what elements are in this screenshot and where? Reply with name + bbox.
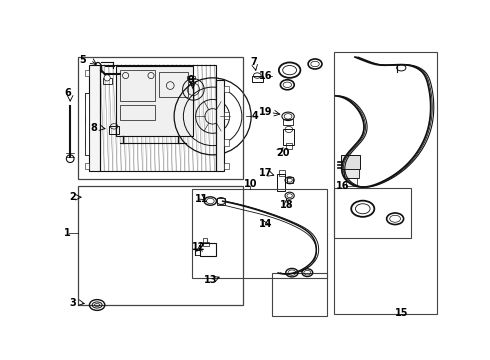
Text: 10: 10 (244, 179, 258, 189)
Text: 16: 16 (259, 71, 272, 81)
Text: 3: 3 (70, 298, 76, 308)
Text: 13: 13 (204, 275, 218, 285)
Text: 15: 15 (395, 308, 409, 318)
Bar (277, 174, 285, 191)
Text: 20: 20 (276, 148, 290, 158)
Bar (224, 163, 229, 169)
Text: 7: 7 (250, 58, 257, 67)
Bar (224, 86, 229, 92)
Text: 4: 4 (251, 111, 258, 121)
Bar (224, 112, 229, 119)
Text: 14: 14 (259, 219, 272, 229)
Text: 6: 6 (64, 88, 71, 98)
Bar (159, 72, 188, 97)
Bar (346, 178, 357, 186)
Bar (217, 198, 225, 205)
Bar (203, 238, 207, 243)
Bar (343, 169, 359, 178)
Bar (85, 163, 89, 169)
Bar (252, 76, 263, 82)
Bar (334, 188, 411, 238)
Text: 8: 8 (90, 123, 97, 133)
Text: 19: 19 (259, 108, 272, 117)
Bar (203, 242, 209, 246)
Bar (102, 78, 112, 84)
Bar (217, 80, 224, 171)
Text: 5: 5 (79, 55, 86, 65)
Bar (192, 189, 326, 278)
Text: 1: 1 (64, 228, 71, 238)
Bar (283, 119, 293, 125)
Bar (224, 139, 229, 145)
Bar (85, 70, 89, 76)
Circle shape (104, 75, 110, 81)
Bar (78, 186, 244, 305)
Bar (85, 116, 89, 122)
Text: 12: 12 (192, 242, 205, 252)
Bar (287, 177, 293, 183)
Bar (199, 243, 217, 256)
Bar (85, 93, 89, 99)
Bar (89, 65, 100, 171)
Bar (109, 126, 120, 134)
Text: 16: 16 (336, 181, 349, 191)
Text: 17: 17 (259, 167, 272, 177)
Bar (120, 105, 155, 120)
Bar (279, 170, 285, 176)
Bar (272, 273, 327, 316)
Bar (78, 57, 244, 179)
Text: 9: 9 (188, 75, 195, 85)
Bar (85, 93, 89, 155)
Bar (85, 139, 89, 145)
Bar (283, 130, 294, 145)
Bar (286, 143, 292, 149)
Text: 18: 18 (280, 200, 293, 210)
Text: 11: 11 (195, 194, 208, 204)
Bar (120, 70, 155, 101)
Bar (117, 66, 194, 136)
Bar (187, 76, 195, 80)
Text: 2: 2 (70, 192, 76, 202)
Bar (334, 53, 438, 314)
Bar (100, 65, 217, 171)
Bar (341, 155, 361, 169)
